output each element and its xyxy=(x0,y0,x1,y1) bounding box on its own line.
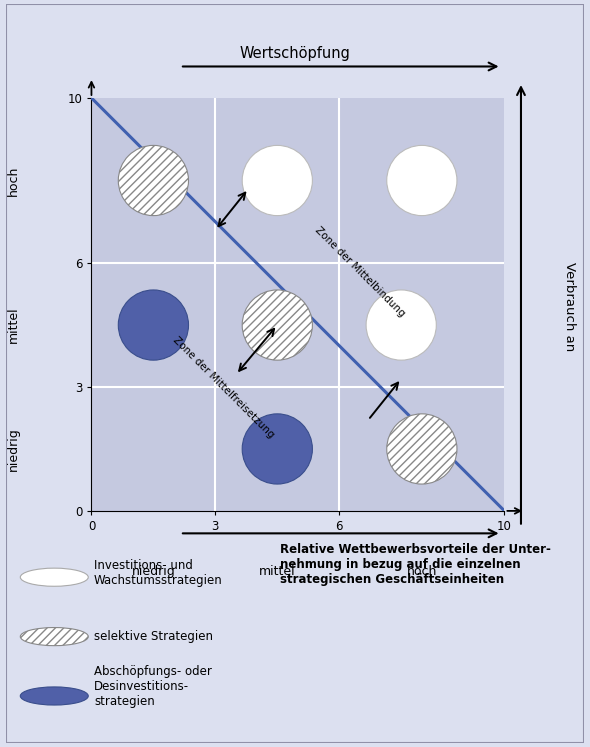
Text: mittel: mittel xyxy=(259,565,296,577)
Text: Investitions- und
Wachstumsstrategien: Investitions- und Wachstumsstrategien xyxy=(94,560,222,587)
Text: Relative Wettbewerbsvorteile der Unter-
nehmung in bezug auf die einzelnen
strat: Relative Wettbewerbsvorteile der Unter- … xyxy=(280,543,551,586)
Text: Wertschöpfung: Wertschöpfung xyxy=(240,46,350,61)
Text: Abschöpfungs- oder
Desinvestitions-
strategien: Abschöpfungs- oder Desinvestitions- stra… xyxy=(94,665,212,707)
Text: niedrig: niedrig xyxy=(132,565,175,577)
Circle shape xyxy=(366,290,437,360)
Circle shape xyxy=(242,414,313,484)
Text: Zone der Mittelfreisetzung: Zone der Mittelfreisetzung xyxy=(171,335,276,439)
Ellipse shape xyxy=(20,687,88,705)
Text: mittel: mittel xyxy=(6,307,19,344)
Circle shape xyxy=(242,290,313,360)
Text: selektive Strategien: selektive Strategien xyxy=(94,630,213,643)
Circle shape xyxy=(387,146,457,216)
Circle shape xyxy=(242,146,313,216)
Text: niedrig: niedrig xyxy=(6,427,19,471)
Text: Verbrauch an: Verbrauch an xyxy=(563,261,576,351)
Ellipse shape xyxy=(20,627,88,645)
Ellipse shape xyxy=(20,568,88,586)
Text: Zone der Mittelbindung: Zone der Mittelbindung xyxy=(313,224,407,318)
Text: hoch: hoch xyxy=(407,565,437,577)
Circle shape xyxy=(118,290,189,360)
Circle shape xyxy=(118,146,189,216)
Text: hoch: hoch xyxy=(6,165,19,196)
Circle shape xyxy=(387,414,457,484)
